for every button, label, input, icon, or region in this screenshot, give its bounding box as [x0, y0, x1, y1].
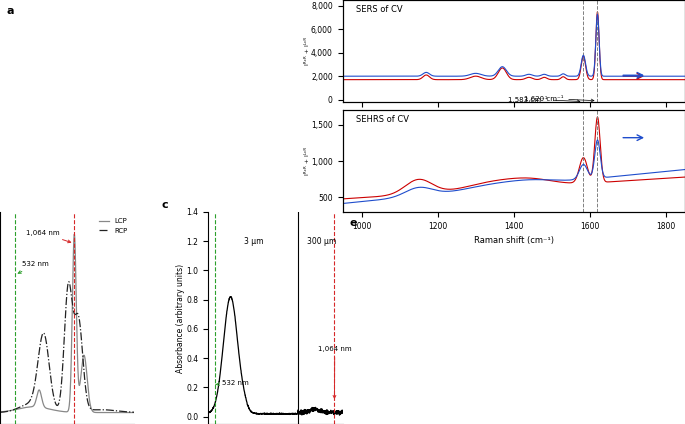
Text: 1,064 nm: 1,064 nm	[318, 346, 351, 398]
Text: 532 nm: 532 nm	[18, 262, 49, 273]
Text: 3 μm: 3 μm	[244, 237, 264, 246]
Legend: LCP, RCP: LCP, RCP	[96, 215, 131, 237]
Text: SEHRS of CV: SEHRS of CV	[356, 115, 409, 124]
Text: 1,620 cm⁻¹: 1,620 cm⁻¹	[524, 95, 594, 102]
Text: 1,583 cm⁻¹: 1,583 cm⁻¹	[508, 95, 580, 103]
Y-axis label: Absorbance (arbitrary units): Absorbance (arbitrary units)	[176, 263, 185, 373]
Text: SERS of CV: SERS of CV	[356, 5, 403, 14]
Y-axis label: Iᴿᶜᴿ + Iᴸᶜᴿ: Iᴿᶜᴿ + Iᴸᶜᴿ	[305, 37, 310, 65]
Text: e: e	[349, 218, 357, 229]
Text: 300 μm: 300 μm	[307, 237, 336, 246]
Text: 1,064 nm: 1,064 nm	[26, 230, 71, 243]
Text: c: c	[161, 200, 168, 210]
Y-axis label: Iᴿᶜᴿ + Iᴸᶜᴿ: Iᴿᶜᴿ + Iᴸᶜᴿ	[305, 147, 310, 175]
Text: a: a	[7, 6, 14, 17]
Text: 532 nm: 532 nm	[216, 379, 249, 385]
X-axis label: Raman shift (cm⁻¹): Raman shift (cm⁻¹)	[474, 236, 553, 245]
